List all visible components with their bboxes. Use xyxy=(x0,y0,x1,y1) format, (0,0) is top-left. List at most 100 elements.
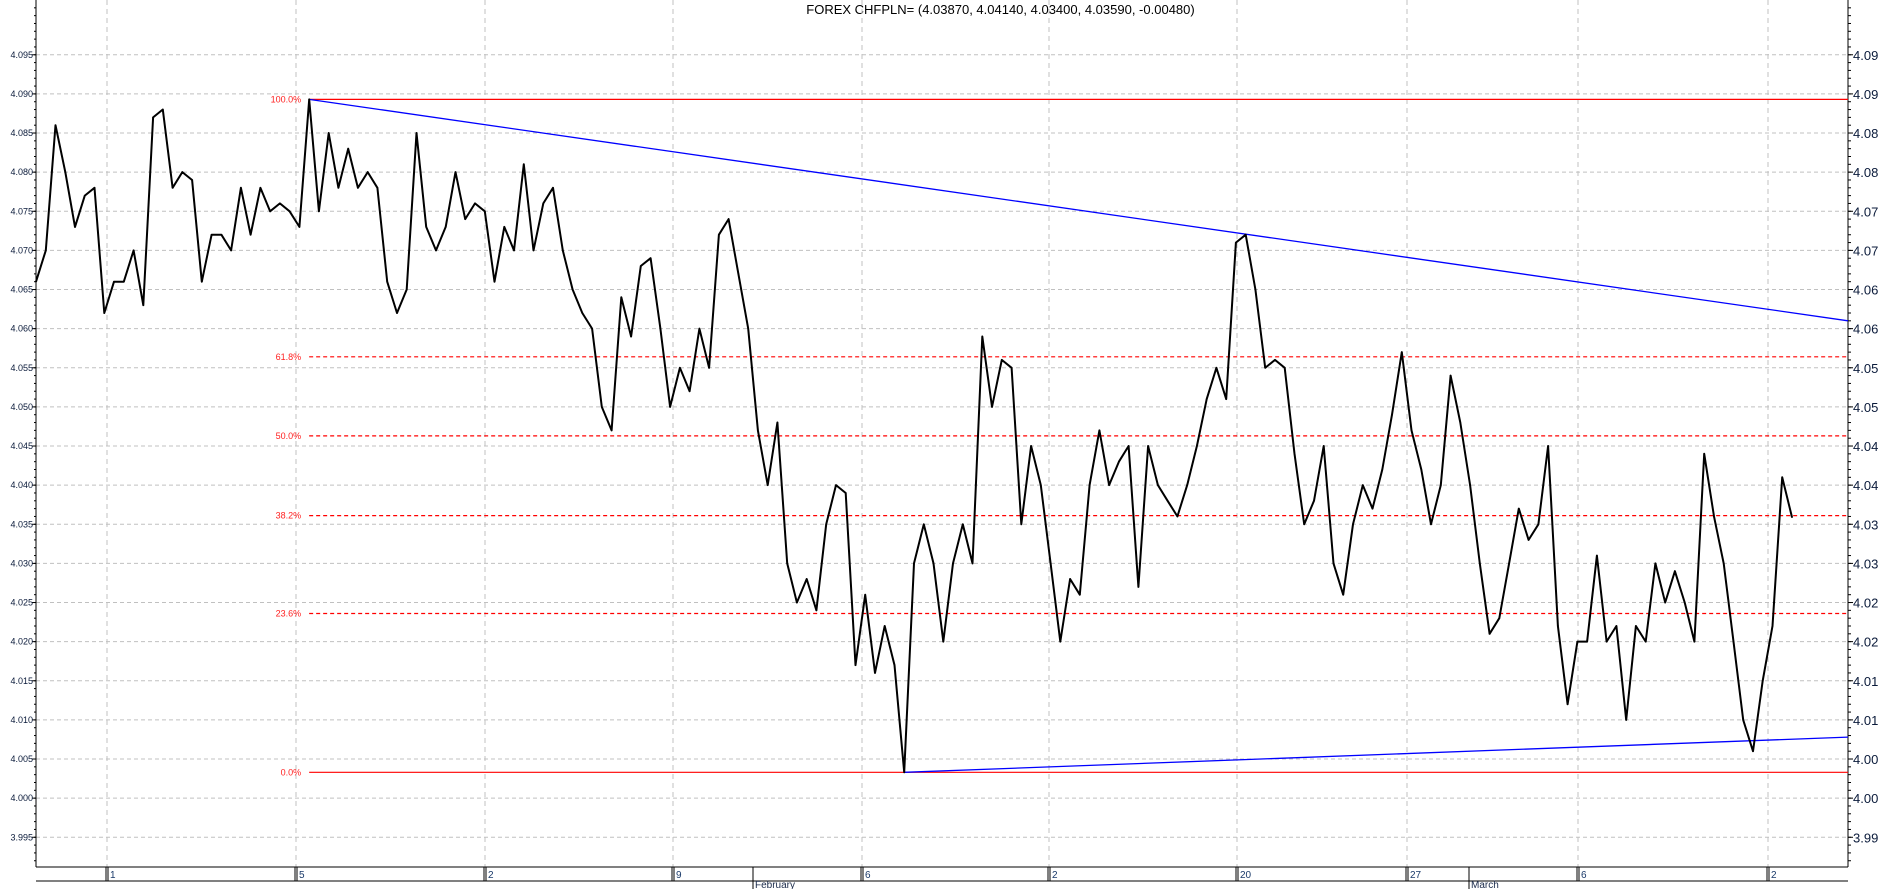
price-point xyxy=(1069,578,1071,580)
price-point xyxy=(1410,429,1413,432)
price-point xyxy=(757,429,759,432)
price-point xyxy=(971,562,974,565)
fib-level-label: 61.8% xyxy=(276,352,302,362)
right-tick-label: 3.99 xyxy=(1853,830,1878,845)
month-label: February xyxy=(755,880,795,889)
price-point xyxy=(1118,460,1120,463)
price-point xyxy=(1381,468,1384,471)
price-point xyxy=(591,327,593,330)
price-point xyxy=(74,226,76,228)
price-point xyxy=(327,132,330,134)
price-point xyxy=(718,233,720,236)
price-point xyxy=(893,664,896,666)
price-point xyxy=(1283,366,1286,369)
price-point xyxy=(454,171,457,173)
price-point xyxy=(1225,398,1227,400)
price-point xyxy=(610,429,613,432)
price-point xyxy=(883,625,886,627)
left-tick-label: 4.095 xyxy=(10,50,33,60)
price-point xyxy=(240,186,242,189)
fib-level-label: 38.2% xyxy=(276,511,302,521)
price-point xyxy=(532,249,535,252)
price-point xyxy=(1498,617,1501,619)
price-point xyxy=(1293,453,1296,455)
price-point xyxy=(1088,484,1091,486)
price-point xyxy=(542,202,545,205)
left-tick-label: 4.040 xyxy=(10,480,33,490)
left-tick-label: 4.045 xyxy=(10,441,33,451)
price-point xyxy=(903,771,906,774)
month-label: March xyxy=(1471,880,1499,889)
price-point xyxy=(601,406,603,408)
price-point xyxy=(357,186,359,189)
price-point xyxy=(844,492,847,494)
price-point xyxy=(1205,398,1208,400)
price-point xyxy=(1440,484,1442,486)
price-point xyxy=(318,210,320,213)
x-tick-label: 27 xyxy=(1410,870,1422,881)
price-point xyxy=(1596,554,1598,557)
price-point xyxy=(103,312,106,314)
right-tick-label: 4.07 xyxy=(1853,204,1878,219)
price-point xyxy=(132,249,135,252)
price-point xyxy=(1098,429,1101,432)
price-point xyxy=(1781,476,1784,479)
price-point xyxy=(347,147,349,150)
price-point xyxy=(113,280,115,283)
left-tick-label: 4.015 xyxy=(10,676,33,686)
right-tick-label: 4.08 xyxy=(1853,126,1878,141)
price-point xyxy=(1693,640,1696,643)
price-point xyxy=(1264,366,1266,369)
price-point xyxy=(1010,366,1013,369)
price-point xyxy=(1137,586,1140,588)
price-point xyxy=(854,664,857,666)
price-point xyxy=(1127,445,1130,447)
price-point xyxy=(1176,515,1179,518)
price-point xyxy=(44,249,47,252)
price-point xyxy=(1157,484,1159,486)
right-tick-label: 4.06 xyxy=(1853,322,1878,337)
price-point xyxy=(123,280,125,283)
right-tick-label: 4.05 xyxy=(1853,361,1878,376)
price-point xyxy=(1518,507,1520,510)
price-point xyxy=(1615,625,1618,627)
price-point xyxy=(1713,515,1715,518)
price-point xyxy=(1196,445,1198,447)
price-point xyxy=(1079,593,1081,596)
price-point xyxy=(1537,523,1540,526)
price-point xyxy=(1186,484,1188,486)
left-tick-label: 3.995 xyxy=(10,832,33,842)
price-point xyxy=(679,366,681,369)
price-point xyxy=(503,226,506,228)
right-tick-label: 4.03 xyxy=(1853,517,1878,532)
right-tick-label: 4.01 xyxy=(1853,674,1878,689)
price-point xyxy=(1400,351,1403,353)
price-point xyxy=(1664,601,1666,604)
price-point xyxy=(1674,570,1676,573)
left-tick-label: 4.090 xyxy=(10,89,33,99)
price-point xyxy=(1527,539,1530,541)
left-tick-label: 4.075 xyxy=(10,206,33,216)
price-point xyxy=(913,562,915,565)
price-point xyxy=(1625,719,1627,721)
price-point xyxy=(922,523,925,526)
price-point xyxy=(932,562,935,565)
price-point xyxy=(288,210,291,213)
price-point xyxy=(396,312,398,314)
fib-level-label: 0.0% xyxy=(281,767,302,777)
fib-level-label: 100.0% xyxy=(271,94,302,104)
price-point xyxy=(152,116,154,119)
price-point xyxy=(630,335,632,338)
price-point xyxy=(210,233,213,236)
price-point xyxy=(640,265,642,267)
price-point xyxy=(1449,374,1452,377)
price-point xyxy=(1059,640,1062,643)
price-point xyxy=(562,249,564,252)
price-point xyxy=(405,288,408,291)
price-point xyxy=(220,233,223,236)
price-point xyxy=(425,226,428,228)
price-point xyxy=(1342,593,1345,596)
price-point xyxy=(1332,562,1335,565)
price-point xyxy=(35,280,37,283)
